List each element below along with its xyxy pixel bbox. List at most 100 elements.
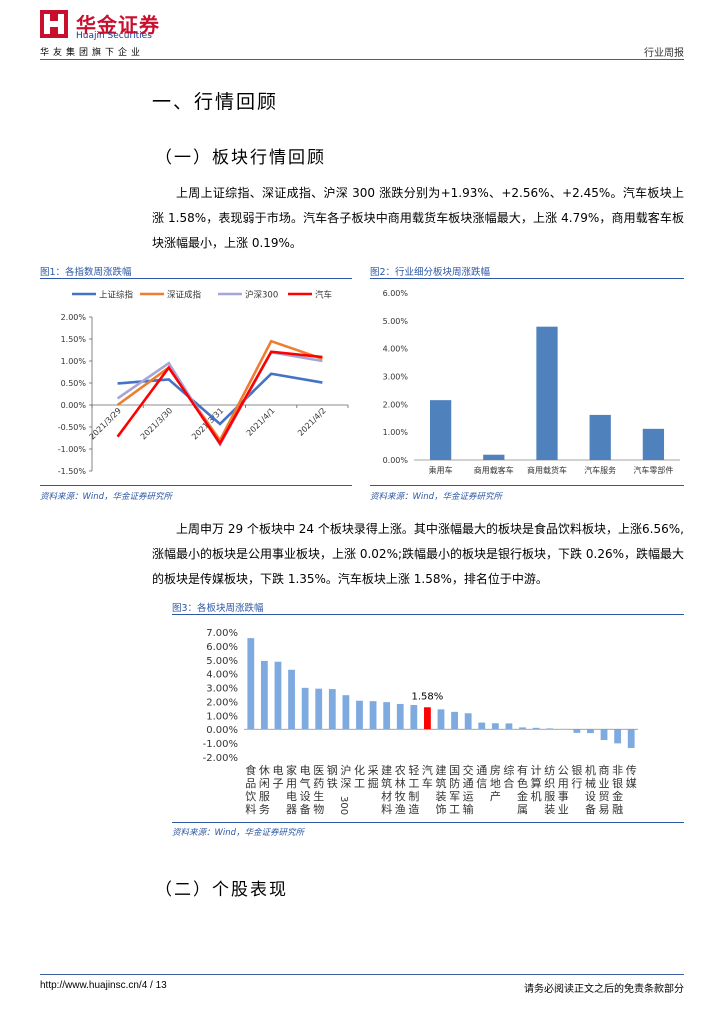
x-tick-label: 商用载货车 <box>527 465 567 475</box>
series-line-4 <box>116 350 323 446</box>
x-tick-label: 通信 <box>476 764 487 790</box>
y-tick-label: 5.00% <box>383 317 409 326</box>
y-tick-label: 0.50% <box>61 379 87 388</box>
x-tick-label: 商业贸易 <box>599 763 610 816</box>
group-tagline: 华友集团旗下企业 <box>40 48 145 58</box>
x-tick-label: 采掘 <box>368 764 379 790</box>
footer-url-page: http://www.huajinsc.cn/4 / 13 <box>40 980 167 991</box>
bar <box>383 702 391 730</box>
x-tick-label-digits: 300 <box>338 796 349 815</box>
x-tick-label: 汽车服务 <box>584 465 616 475</box>
y-tick-label: 1.50% <box>61 335 87 344</box>
y-tick-label: 6.00% <box>383 289 409 298</box>
company-logo-icon <box>40 10 68 38</box>
y-tick-label: 5.00% <box>206 656 238 667</box>
bar <box>587 729 594 734</box>
bar <box>614 729 622 744</box>
bar <box>546 728 554 730</box>
x-tick-label: 建筑材料 <box>381 763 392 816</box>
x-tick-label: 沪深 <box>340 763 351 790</box>
figure1-title: 图1：各指数周涨跌幅 <box>40 267 132 278</box>
bar <box>589 414 611 460</box>
y-tick-label: 1.00% <box>206 711 238 722</box>
x-tick-label: 钢铁 <box>327 764 338 790</box>
bar <box>429 400 452 460</box>
x-tick-label: 轻工制造 <box>408 763 419 816</box>
figure1-rule <box>40 278 352 279</box>
figure2-source: 资料来源：Wind，华金证券研究所 <box>370 492 503 502</box>
bar <box>464 713 472 730</box>
bar <box>491 723 499 730</box>
x-tick-label: 国防军工 <box>449 764 460 816</box>
bar <box>274 661 282 730</box>
x-tick-label: 计算机 <box>531 764 542 803</box>
figure3-bottom-rule <box>172 822 684 823</box>
bar <box>288 669 295 730</box>
x-tick-label: 商用载客车 <box>474 465 514 475</box>
sector-weekly-bar-chart: 7.00% 6.00% 5.00% 4.00% 3.00% 2.00% 1.00% 0.00%… <box>203 628 638 816</box>
bar <box>424 707 431 730</box>
bar <box>519 727 526 730</box>
header-divider <box>40 59 684 60</box>
y-tick-label: -1.00% <box>203 739 238 750</box>
x-tick-label: 银行 <box>571 763 582 790</box>
x-tick-label: 汽车 <box>422 763 433 790</box>
legend-label: 沪深300 <box>245 290 278 301</box>
bar <box>483 454 505 460</box>
paragraph-text: 上周上证综指、深证成指、沪深 300 涨跌分别为+1.93%、+2.56%、+2… <box>152 186 684 250</box>
series-line-2 <box>116 339 323 443</box>
figure1-bottom-rule <box>40 485 352 486</box>
bar <box>410 705 418 730</box>
bar <box>369 701 377 730</box>
y-tick-label: -2.00% <box>203 753 238 764</box>
x-tick-label: 机械设备 <box>585 763 596 816</box>
section-title: 一、行情回顾 <box>152 91 279 113</box>
x-tick-label: 化工 <box>354 763 365 790</box>
figure3-title: 图3：各板块周涨跌幅 <box>172 603 264 614</box>
subsection-title: （一）板块行情回顾 <box>155 148 326 168</box>
bar <box>505 723 513 730</box>
footer-disclaimer: 请务必阅读正文之后的免责条款部分 <box>524 984 684 995</box>
figure3-rule <box>172 614 684 615</box>
y-tick-label: 6.00% <box>206 642 238 653</box>
report-type-label: 行业周报 <box>644 48 684 59</box>
figure3-source: 资料来源：Wind，华金证券研究所 <box>172 828 305 838</box>
x-tick-label: 传媒 <box>626 764 637 790</box>
y-tick-label: -0.50% <box>58 423 87 432</box>
bar <box>532 727 540 730</box>
y-tick-label: 2.00% <box>206 697 238 708</box>
bar <box>536 326 558 460</box>
subsection-title-stocks: （二）个股表现 <box>155 880 288 900</box>
x-tick-label: 2021/4/2 <box>296 406 328 438</box>
y-tick-label: 2.00% <box>383 400 409 409</box>
x-tick-label: 综合 <box>503 763 514 790</box>
x-tick-label: 食品饮料 <box>245 763 256 816</box>
bar <box>301 687 309 730</box>
y-tick-label: 3.00% <box>383 373 409 382</box>
x-tick-label: 汽车零部件 <box>633 465 673 475</box>
bar <box>328 689 336 730</box>
bar <box>315 688 323 730</box>
bar <box>627 729 635 748</box>
logo-chinese-name: 华金证券 <box>76 13 160 37</box>
bar <box>247 638 255 730</box>
y-tick-label: 0.00% <box>383 456 409 465</box>
y-tick-label: 0.00% <box>61 401 87 410</box>
subsector-bar-chart: 6.00% 5.00% 4.00% 3.00% 2.00% 1.00% 0.00% 乘用车 商用… <box>383 289 680 475</box>
x-tick-label: 2021/4/1 <box>245 406 277 438</box>
x-tick-label: 公用事业 <box>558 764 569 816</box>
x-tick-label: 建筑装饰 <box>436 763 447 816</box>
x-tick-label: 有色金属 <box>517 763 528 816</box>
figure1-source: 资料来源：Wind，华金证券研究所 <box>40 492 173 502</box>
bar <box>451 711 458 730</box>
bar <box>437 709 445 730</box>
x-tick-label: 非银金融 <box>612 764 623 816</box>
x-tick-label: 交通运输 <box>463 763 474 816</box>
y-tick-label: 4.00% <box>383 345 409 354</box>
bar <box>573 729 581 733</box>
bar <box>642 428 665 460</box>
paragraph-market-review: 上周上证综指、深证成指、沪深 300 涨跌分别为+1.93%、+2.56%、+2… <box>152 181 684 256</box>
x-tick-label: 2021/3/30 <box>139 406 174 441</box>
logo-english-name: Huajin Securities <box>76 31 152 41</box>
y-tick-label: 3.00% <box>206 684 238 695</box>
